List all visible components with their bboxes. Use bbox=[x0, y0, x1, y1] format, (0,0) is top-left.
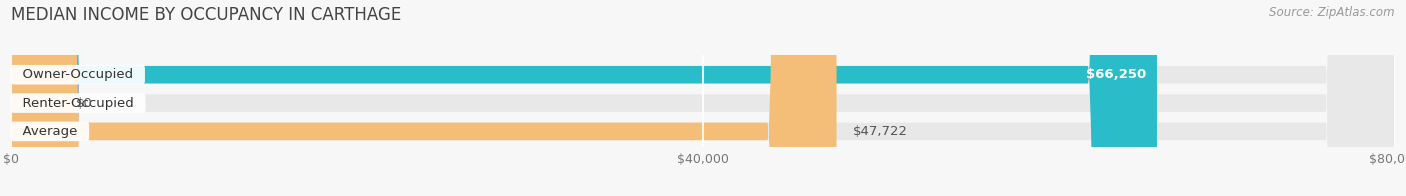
FancyBboxPatch shape bbox=[11, 0, 1395, 196]
Text: $66,250: $66,250 bbox=[1085, 68, 1146, 81]
FancyBboxPatch shape bbox=[11, 0, 837, 196]
FancyBboxPatch shape bbox=[11, 0, 1395, 196]
FancyBboxPatch shape bbox=[0, 0, 80, 196]
Text: $47,722: $47,722 bbox=[853, 125, 908, 138]
FancyBboxPatch shape bbox=[11, 0, 1157, 196]
Text: MEDIAN INCOME BY OCCUPANCY IN CARTHAGE: MEDIAN INCOME BY OCCUPANCY IN CARTHAGE bbox=[11, 6, 402, 24]
FancyBboxPatch shape bbox=[11, 0, 1395, 196]
Text: Renter-Occupied: Renter-Occupied bbox=[14, 97, 142, 110]
Text: Owner-Occupied: Owner-Occupied bbox=[14, 68, 142, 81]
Text: $0: $0 bbox=[76, 97, 93, 110]
Text: Source: ZipAtlas.com: Source: ZipAtlas.com bbox=[1270, 6, 1395, 19]
Text: Average: Average bbox=[14, 125, 86, 138]
